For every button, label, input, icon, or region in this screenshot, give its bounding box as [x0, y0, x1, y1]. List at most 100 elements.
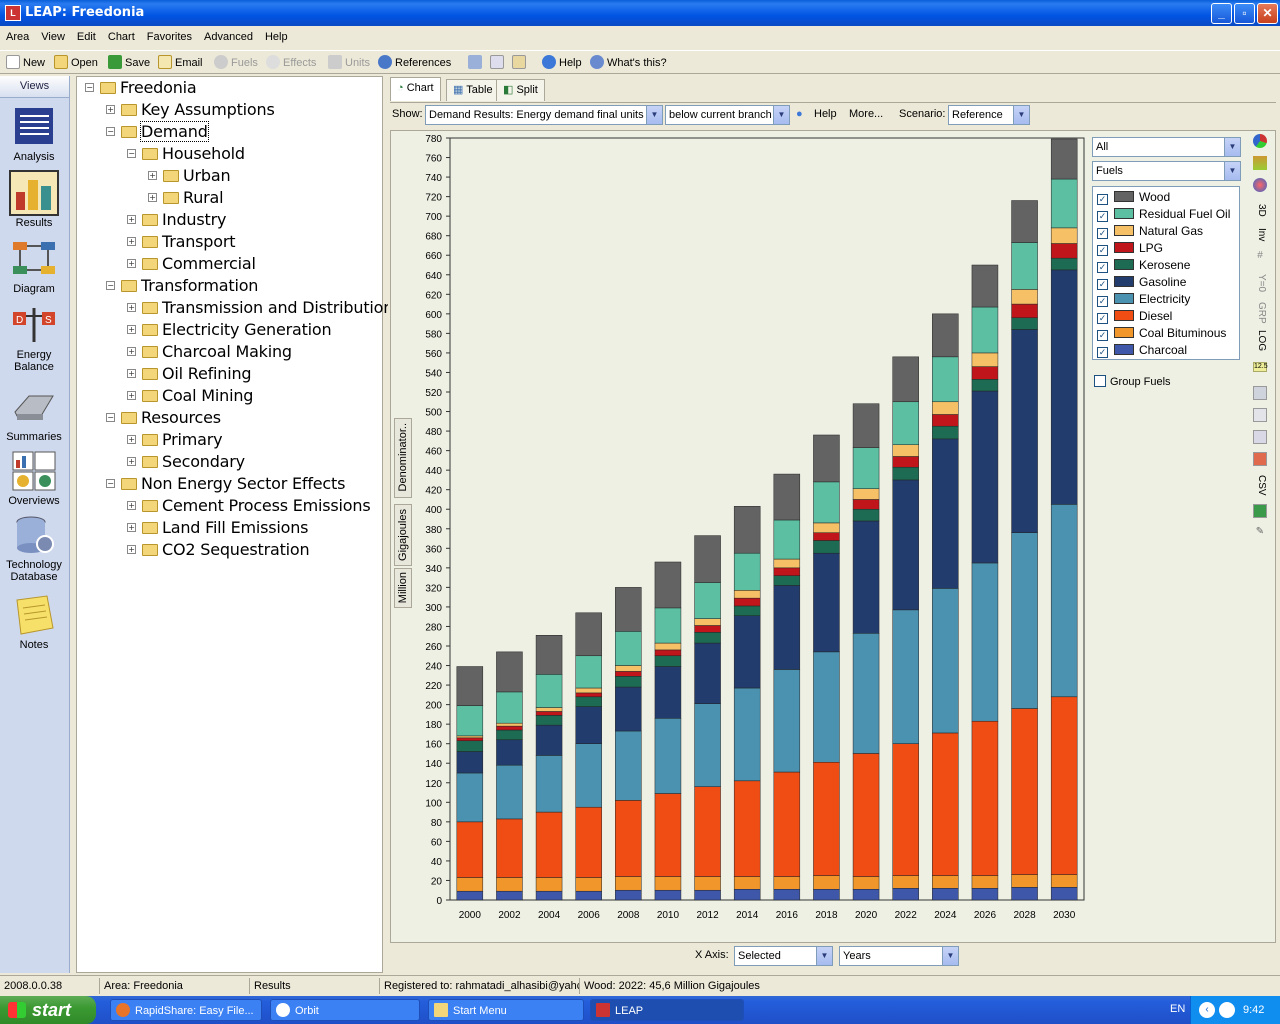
grp-toggle[interactable]: GRP	[1256, 302, 1267, 324]
pie-chart-icon[interactable]	[1253, 134, 1267, 148]
tree-node-cement-process-emissions[interactable]: + Cement Process Emissions	[127, 496, 371, 515]
maximize-button[interactable]: ▫	[1234, 3, 1255, 24]
copy-chart-icon[interactable]	[1253, 408, 1267, 422]
tree-node-coal-mining[interactable]: + Coal Mining	[127, 386, 253, 405]
checkbox-checked-icon[interactable]: ✓	[1097, 330, 1108, 341]
expand-icon[interactable]: +	[127, 325, 136, 334]
checkbox-checked-icon[interactable]: ✓	[1097, 245, 1108, 256]
expand-icon[interactable]: +	[127, 457, 136, 466]
legend-item[interactable]: ✓ Coal Bituminous	[1097, 326, 1226, 341]
expand-icon[interactable]: +	[127, 435, 136, 444]
collapse-icon[interactable]: −	[106, 479, 115, 488]
legend-item[interactable]: ✓ Residual Fuel Oil	[1097, 207, 1230, 222]
expand-icon[interactable]: +	[127, 303, 136, 312]
task-orbit[interactable]: Orbit	[270, 999, 420, 1021]
tree-node-urban[interactable]: + Urban	[148, 166, 231, 185]
fuels-filter-select[interactable]: Fuels ▼	[1092, 161, 1241, 181]
checkbox-checked-icon[interactable]: ✓	[1097, 279, 1108, 290]
group-fuels-checkbox[interactable]: Group Fuels	[1094, 375, 1171, 388]
close-button[interactable]: ✕	[1257, 3, 1278, 24]
tree-node-electricity-generation[interactable]: + Electricity Generation	[127, 320, 332, 339]
tree-node-charcoal-making[interactable]: + Charcoal Making	[127, 342, 292, 361]
x-axis-years-select[interactable]: Years ▼	[839, 946, 959, 966]
bar-style-icon[interactable]	[1253, 156, 1267, 170]
whats-this-button[interactable]: What's this?	[590, 55, 667, 69]
legend-item[interactable]: ✓ Kerosene	[1097, 258, 1190, 273]
collapse-icon[interactable]: −	[85, 83, 94, 92]
legend-item[interactable]: ✓ Wood	[1097, 190, 1170, 205]
branch-select[interactable]: below current branch ▼	[665, 105, 790, 125]
tree-node-key-assumptions[interactable]: + Key Assumptions	[106, 100, 275, 119]
excel-icon[interactable]	[1253, 504, 1267, 518]
menu-advanced[interactable]: Advanced	[204, 31, 253, 43]
x-axis-select[interactable]: Selected ▼	[734, 946, 833, 966]
csv-export[interactable]: CSV	[1256, 474, 1267, 496]
tree-node-co2-sequestration[interactable]: + CO2 Sequestration	[127, 540, 310, 559]
collapse-icon[interactable]: −	[127, 149, 136, 158]
task-start-menu[interactable]: Start Menu	[428, 999, 584, 1021]
view-overviews[interactable]: Overviews	[2, 450, 66, 507]
tree-node-rural[interactable]: + Rural	[148, 188, 224, 207]
expand-icon[interactable]: +	[127, 259, 136, 268]
checkbox-checked-icon[interactable]: ✓	[1097, 228, 1108, 239]
email-button[interactable]: Email	[158, 55, 203, 69]
print-icon[interactable]	[1253, 386, 1267, 400]
help-link[interactable]: Help	[814, 108, 837, 120]
expand-icon[interactable]: +	[127, 391, 136, 400]
view-results[interactable]: Results	[2, 170, 66, 229]
log-toggle[interactable]: LOG	[1256, 330, 1267, 352]
invert-toggle[interactable]: Inv	[1256, 228, 1267, 242]
tree-node-transformation[interactable]: − Transformation	[106, 276, 258, 295]
effects-button[interactable]: Effects	[266, 55, 316, 69]
fuels-button[interactable]: Fuels	[214, 55, 258, 69]
tree-node-resources[interactable]: − Resources	[106, 408, 221, 427]
3d-toggle[interactable]: 3D	[1256, 203, 1267, 217]
pin-button[interactable]	[468, 55, 485, 69]
checkbox-checked-icon[interactable]: ✓	[1097, 194, 1108, 205]
tree-node-household[interactable]: − Household	[127, 144, 245, 163]
minimize-button[interactable]: _	[1211, 3, 1232, 24]
powerpoint-icon[interactable]	[1253, 452, 1267, 466]
tree-node-transport[interactable]: + Transport	[127, 232, 235, 251]
expand-icon[interactable]: +	[127, 523, 136, 532]
show-select[interactable]: Demand Results: Energy demand final unit…	[425, 105, 663, 125]
tree-node-demand[interactable]: − Demand	[106, 121, 209, 142]
y-zero-toggle[interactable]: Y=0	[1256, 273, 1267, 293]
paste-button[interactable]	[512, 55, 529, 69]
task-leap[interactable]: LEAP	[590, 999, 744, 1021]
tab-table[interactable]: ▦ Table	[446, 79, 500, 101]
checkbox-checked-icon[interactable]: ✓	[1097, 347, 1108, 358]
new-button[interactable]: New	[6, 55, 45, 69]
tree-node-oil-refining[interactable]: + Oil Refining	[127, 364, 252, 383]
legend-item[interactable]: ✓ Diesel	[1097, 309, 1172, 324]
expand-icon[interactable]: +	[127, 545, 136, 554]
orbit-tray-icon[interactable]	[1219, 1002, 1235, 1018]
legend-item[interactable]: ✓ LPG	[1097, 241, 1163, 256]
view-technology-database[interactable]: Technology Database	[2, 514, 66, 583]
menu-area[interactable]: Area	[6, 31, 30, 43]
legend-item[interactable]: ✓ Gasoline	[1097, 275, 1186, 290]
color-palette-icon[interactable]	[1253, 178, 1267, 192]
all-filter-select[interactable]: All ▼	[1092, 137, 1241, 157]
wrench-icon[interactable]: ✎	[1255, 526, 1265, 537]
open-button[interactable]: Open	[54, 55, 98, 69]
expand-icon[interactable]: +	[148, 171, 157, 180]
tree-node-secondary[interactable]: + Secondary	[127, 452, 245, 471]
unit-tab[interactable]: Gigajoules	[394, 504, 412, 566]
tree-node-land-fill-emissions[interactable]: + Land Fill Emissions	[127, 518, 308, 537]
collapse-icon[interactable]: −	[106, 281, 115, 290]
view-diagram[interactable]: Diagram	[2, 238, 66, 295]
expand-icon[interactable]: +	[127, 369, 136, 378]
language-indicator[interactable]: EN	[1170, 1003, 1186, 1015]
checkbox-checked-icon[interactable]: ✓	[1097, 313, 1108, 324]
collapse-icon[interactable]: −	[106, 127, 115, 136]
copy-button[interactable]	[490, 55, 507, 69]
menu-edit[interactable]: Edit	[76, 31, 96, 43]
start-button[interactable]: start	[0, 996, 96, 1024]
references-button[interactable]: References	[378, 55, 451, 69]
menu-favorites[interactable]: Favorites	[146, 31, 193, 43]
more-button[interactable]: More...	[849, 108, 884, 120]
tree-node-freedonia[interactable]: − Freedonia	[85, 78, 197, 97]
checkbox-checked-icon[interactable]: ✓	[1097, 296, 1108, 307]
